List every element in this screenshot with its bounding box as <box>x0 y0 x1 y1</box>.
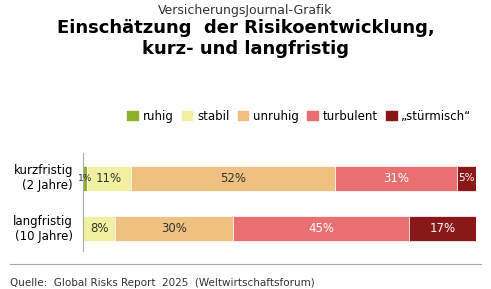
Text: 1%: 1% <box>78 174 93 183</box>
Text: 31%: 31% <box>383 172 409 185</box>
Legend: ruhig, stabil, unruhig, turbulent, „stürmisch“: ruhig, stabil, unruhig, turbulent, „stür… <box>123 105 476 127</box>
Text: 5%: 5% <box>458 173 475 183</box>
Text: 17%: 17% <box>430 222 456 235</box>
Bar <box>83 216 115 241</box>
Bar <box>335 166 457 191</box>
Text: Einschätzung  der Risikoentwicklung,
kurz- und langfristig: Einschätzung der Risikoentwicklung, kurz… <box>56 19 435 58</box>
Text: VersicherungsJournal-Grafik: VersicherungsJournal-Grafik <box>158 4 333 17</box>
Bar <box>83 166 87 191</box>
Bar <box>131 166 335 191</box>
Bar <box>409 216 476 241</box>
Text: 8%: 8% <box>90 222 109 235</box>
Bar <box>87 166 131 191</box>
Bar <box>233 216 409 241</box>
Text: 52%: 52% <box>220 172 246 185</box>
Text: 11%: 11% <box>96 172 122 185</box>
Bar <box>115 216 233 241</box>
Text: 45%: 45% <box>308 222 334 235</box>
Bar <box>457 166 476 191</box>
Text: 30%: 30% <box>161 222 187 235</box>
Text: Quelle:  Global Risks Report  2025  (Weltwirtschaftsforum): Quelle: Global Risks Report 2025 (Weltwi… <box>10 277 315 288</box>
